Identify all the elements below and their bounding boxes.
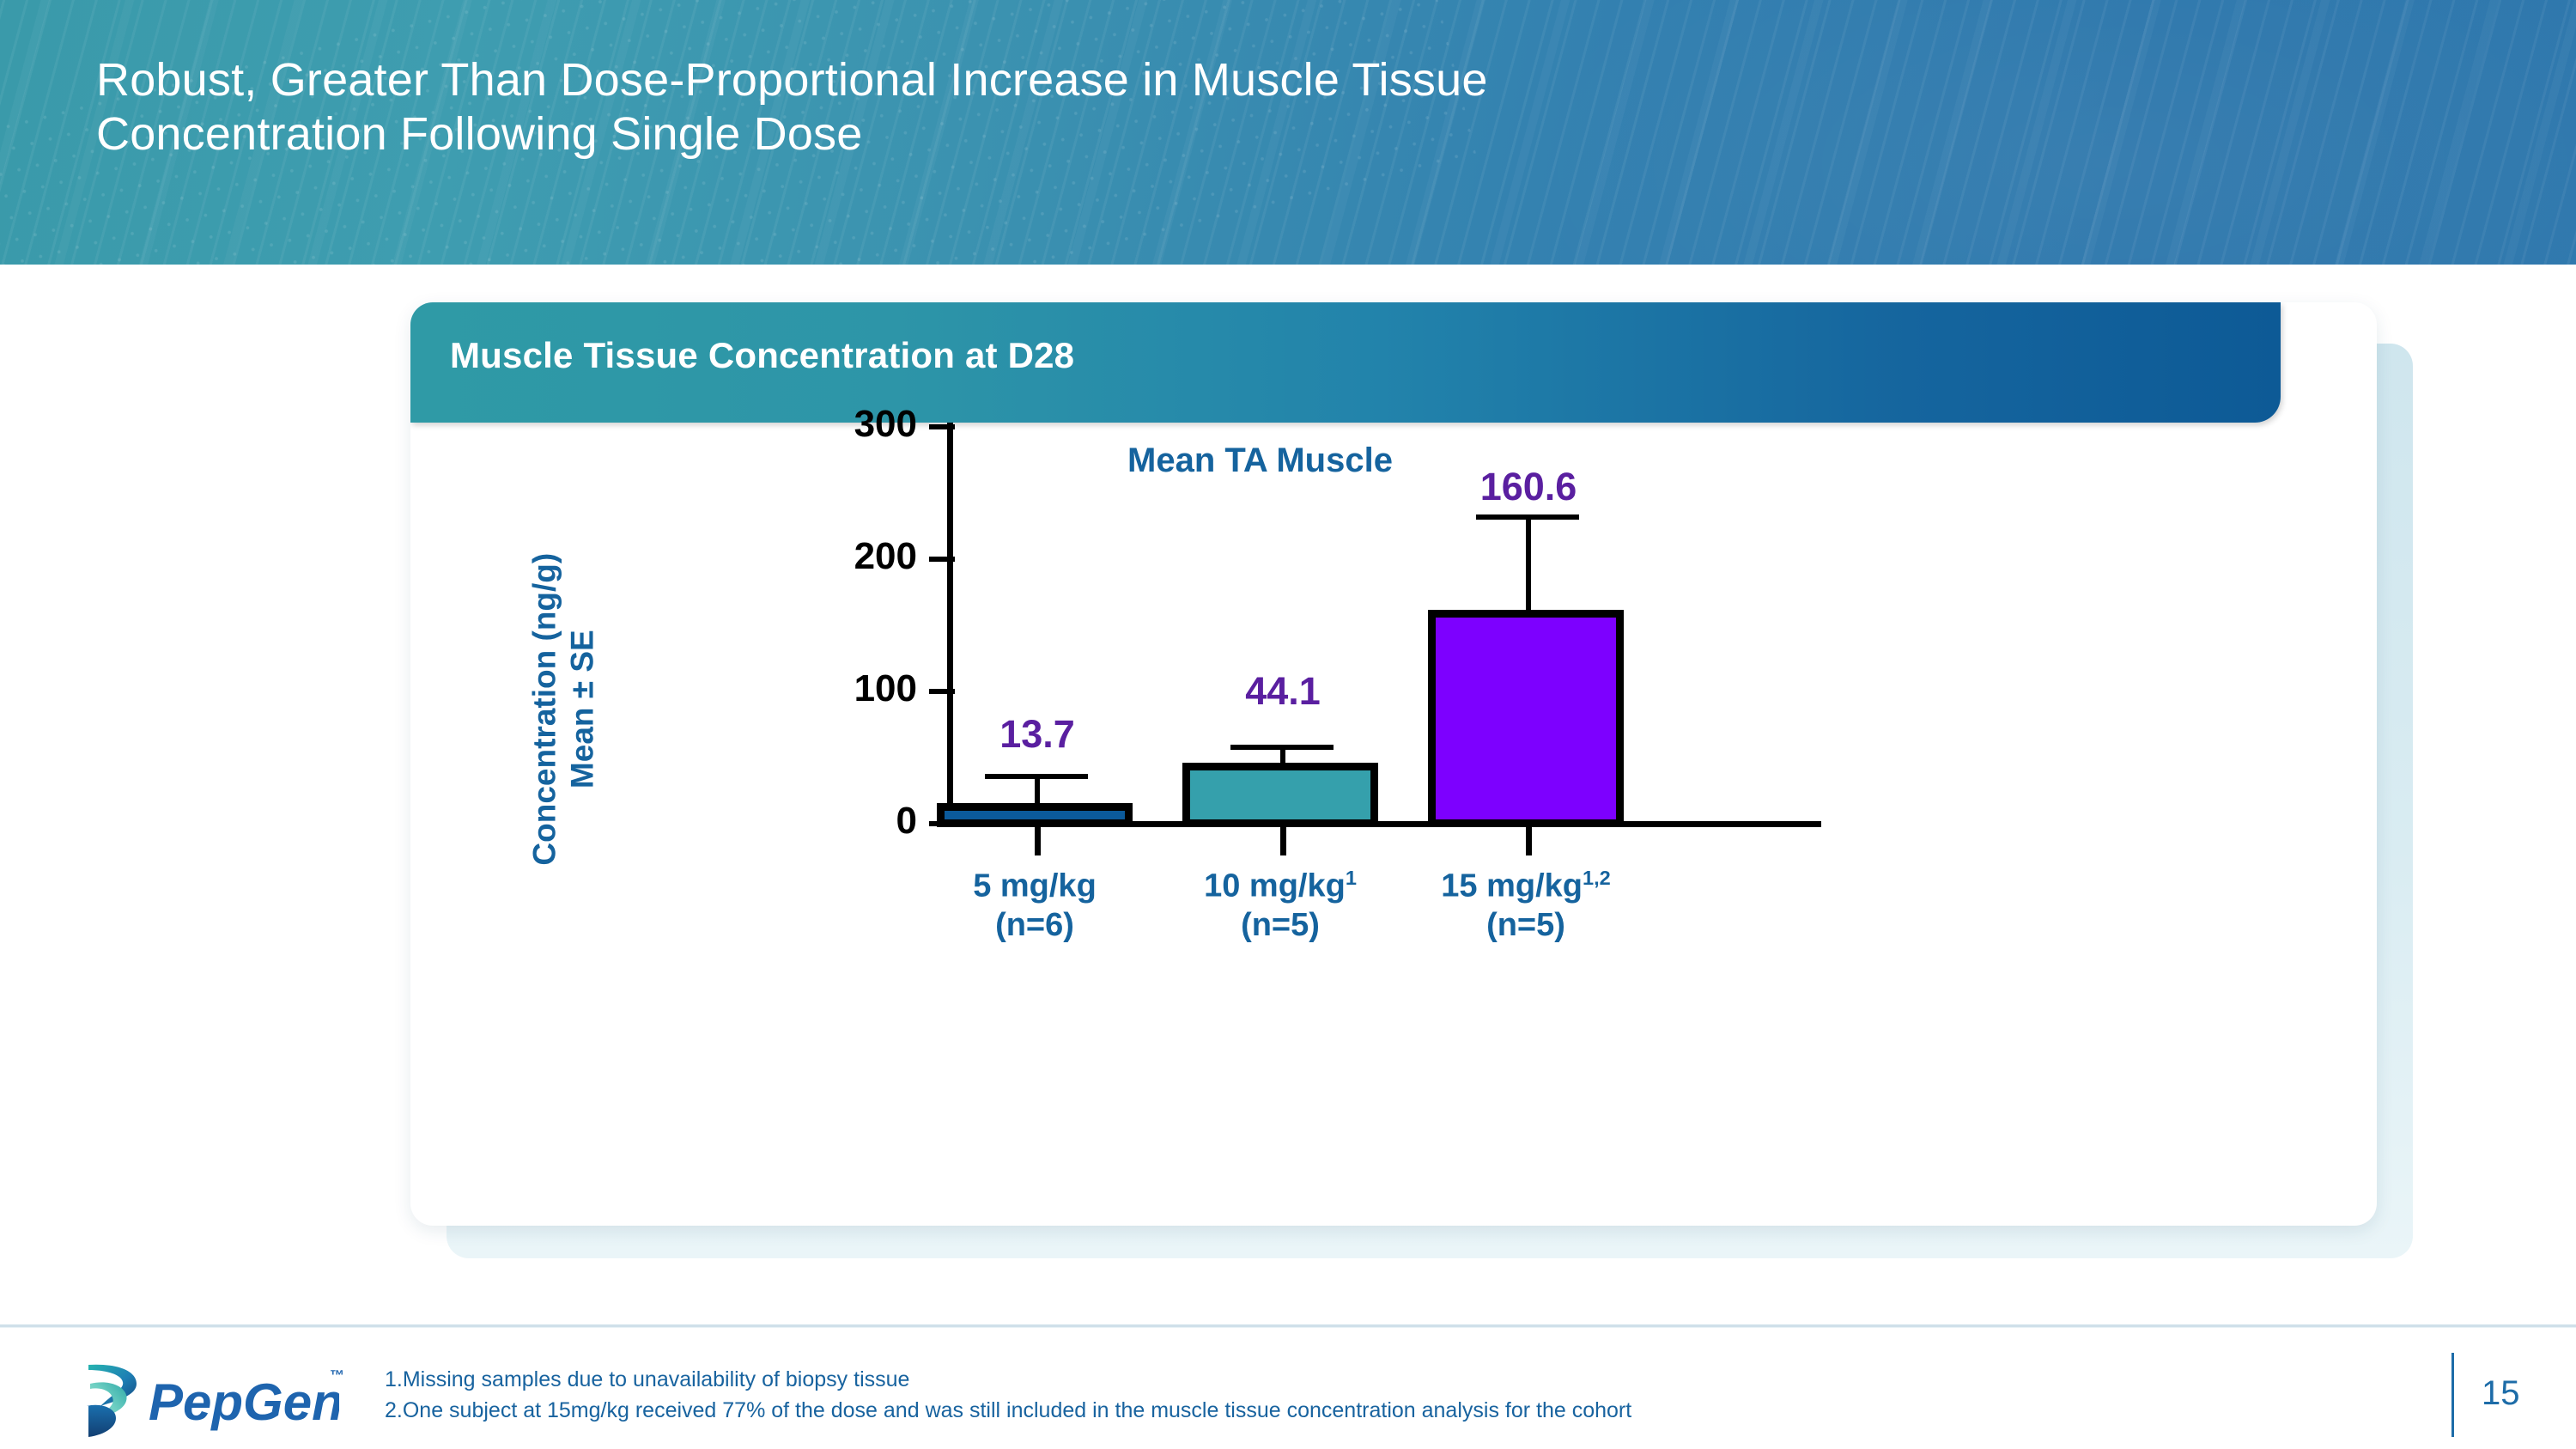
slide-title: Robust, Greater Than Dose-Proportional I…: [96, 54, 1488, 160]
footnote-1: 1.Missing samples due to unavailability …: [385, 1367, 910, 1391]
y-tick-label-0: 0: [896, 800, 917, 842]
bar-chart-plot: Concentration (ng/g) Mean ± SE 300 200 1…: [410, 405, 2377, 1226]
y-tick-100: [929, 689, 955, 694]
y-tick-label-200: 200: [854, 535, 917, 577]
x-tick-15mgkg: [1526, 826, 1532, 855]
x-category-n-15mgkg: (n=5): [1486, 907, 1565, 944]
x-category-n-10mgkg: (n=5): [1241, 907, 1320, 944]
error-bar-line-15mgkg: [1526, 514, 1531, 618]
page-number: 15: [2482, 1374, 2520, 1412]
value-label-10mgkg: 44.1: [1245, 669, 1321, 713]
x-tick-5mgkg: [1035, 826, 1041, 855]
error-bar-line-10mgkg: [1280, 745, 1285, 770]
y-tick-label-100: 100: [854, 667, 917, 709]
x-axis-line: [947, 821, 1821, 827]
footnotes-block: 1.Missing samples due to unavailability …: [385, 1365, 2317, 1426]
error-bar-line-5mgkg: [1035, 774, 1040, 805]
bar-10mgkg: [1182, 763, 1378, 827]
chart-annotation-mean-ta-muscle: Mean TA Muscle: [1127, 441, 1393, 479]
bar-15mgkg: [1428, 610, 1624, 827]
pepgen-wordmark: PepGen: [149, 1373, 339, 1431]
bar-5mgkg: [937, 803, 1133, 827]
y-tick-300: [929, 424, 955, 429]
value-label-5mgkg: 13.7: [999, 712, 1075, 756]
x-category-label-10mgkg: 10 mg/kg1 (n=5): [1151, 866, 1409, 946]
x-category-dose-5mgkg: 5 mg/kg: [973, 868, 1097, 904]
footnote-2: 2.One subject at 15mg/kg received 77% of…: [385, 1397, 1632, 1422]
x-category-label-15mgkg: 15 mg/kg1,2 (n=5): [1397, 866, 1655, 946]
footer-divider-line: [0, 1324, 2576, 1327]
header-stripe-texture: [0, 0, 2576, 265]
y-tick-label-group: 300 200 100 0: [728, 405, 917, 840]
error-bar-cap-5mgkg: [985, 774, 1088, 779]
page-number-divider: [2451, 1353, 2454, 1437]
x-category-dose-15mgkg: 15 mg/kg: [1441, 868, 1583, 904]
x-category-n-5mgkg: (n=6): [995, 907, 1074, 944]
chart-card: Muscle Tissue Concentration at D28 Conce…: [410, 302, 2377, 1226]
header-stripe-texture-wide: [0, 0, 2576, 265]
x-category-superscript-10mgkg: 1: [1345, 867, 1357, 889]
value-label-15mgkg: 160.6: [1479, 465, 1577, 508]
chart-card-title: Muscle Tissue Concentration at D28: [450, 335, 1075, 375]
y-axis-line: [947, 423, 953, 826]
pepgen-logo: PepGen: [82, 1358, 343, 1440]
slide-header-banner: Robust, Greater Than Dose-Proportional I…: [0, 0, 2576, 265]
x-category-dose-10mgkg: 10 mg/kg: [1204, 868, 1346, 904]
error-bar-cap-10mgkg: [1230, 745, 1334, 750]
x-category-superscript-15mgkg: 1,2: [1583, 867, 1611, 889]
chart-card-header: Muscle Tissue Concentration at D28: [410, 302, 2281, 423]
y-tick-label-300: 300: [854, 403, 917, 445]
y-tick-200: [929, 557, 955, 562]
footer-divider-line-secondary: [0, 1327, 2576, 1328]
x-category-label-5mgkg: 5 mg/kg (n=6): [906, 866, 1163, 946]
pepgen-logo-svg: PepGen: [87, 1364, 343, 1437]
trademark-symbol: ™: [330, 1367, 344, 1384]
y-axis-title: Concentration (ng/g) Mean ± SE: [526, 552, 599, 866]
error-bar-cap-15mgkg: [1476, 514, 1579, 520]
x-tick-10mgkg: [1280, 826, 1286, 855]
header-glow: [1460, 0, 2576, 265]
